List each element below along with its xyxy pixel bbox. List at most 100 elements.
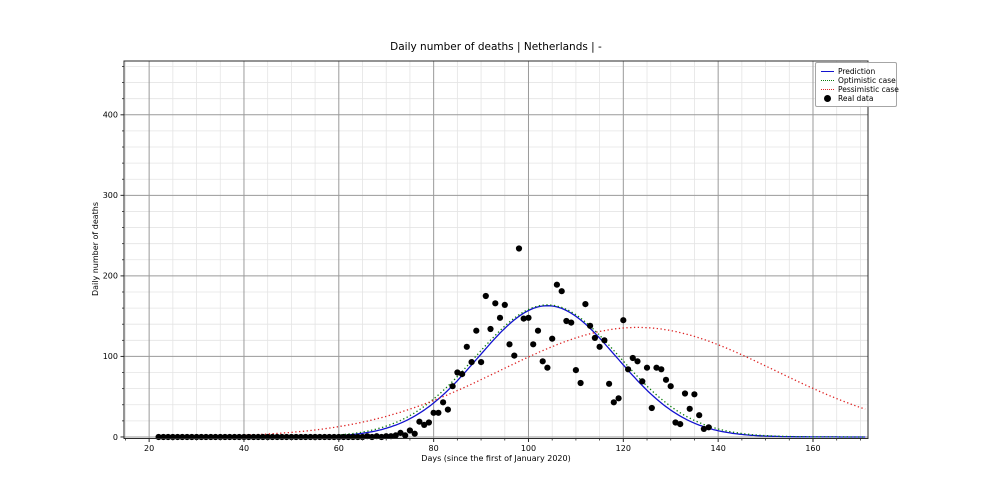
data-point (454, 369, 461, 376)
data-point (402, 432, 409, 439)
data-point (700, 425, 708, 432)
data-point (544, 364, 551, 371)
y-axis-label: Daily number of deaths (91, 201, 100, 297)
data-point (696, 412, 703, 419)
data-point (558, 288, 565, 295)
data-point (662, 376, 670, 383)
data-point (648, 404, 655, 412)
legend-item-real-data: Real data (821, 94, 892, 103)
grid-major (124, 61, 868, 439)
data-point (691, 391, 698, 398)
legend-item-prediction: Prediction (821, 67, 892, 76)
grid-minor (124, 61, 868, 439)
data-point (620, 317, 627, 324)
x-tick-label: 20 (144, 444, 154, 453)
data-point (473, 327, 480, 334)
legend-marker-line (821, 71, 834, 72)
data-point (397, 429, 404, 436)
data-point (601, 337, 608, 344)
x-tick-label: 60 (334, 444, 344, 453)
data-point (468, 359, 475, 366)
data-point (681, 390, 689, 397)
pessimistic-case-line (158, 326, 866, 438)
data-point (653, 364, 660, 371)
x-tick-label: 120 (616, 444, 631, 453)
data-point (525, 314, 532, 321)
x-axis-label: Days (since the first of January 2020) (421, 454, 571, 463)
y-tick-label: 200 (103, 272, 118, 281)
data-point (572, 367, 580, 374)
data-point (568, 319, 575, 326)
data-point (440, 399, 447, 406)
data-point (534, 327, 542, 334)
data-point (496, 314, 504, 321)
data-point (520, 315, 527, 322)
data-point (677, 421, 684, 428)
data-point (425, 419, 432, 426)
data-point (478, 359, 485, 366)
data-point (492, 300, 499, 307)
data-point (411, 430, 418, 437)
legend-label: Optimistic case (838, 76, 896, 85)
data-point (672, 419, 679, 426)
legend-label: Prediction (838, 67, 876, 76)
real-data-dot-icon (824, 95, 831, 102)
data-point (530, 341, 537, 348)
data-point (387, 433, 395, 440)
data-point (629, 354, 636, 362)
data-point (482, 292, 489, 300)
prediction-line (158, 305, 866, 438)
data-point (406, 427, 413, 434)
data-point (444, 406, 451, 413)
legend-marker-line (821, 80, 834, 81)
x-tick-label: 80 (429, 444, 439, 453)
data-point (591, 334, 599, 341)
y-tick-label: 400 (103, 111, 118, 120)
data-point (582, 301, 589, 308)
data-point (506, 341, 513, 348)
legend-label: Pessimistic case (838, 85, 899, 94)
data-point (364, 433, 371, 440)
data-point (577, 379, 584, 387)
data-point (705, 424, 712, 431)
legend-item-pessimistic-case: Pessimistic case (821, 85, 899, 94)
data-point (459, 371, 466, 378)
legend-label: Real data (838, 94, 874, 103)
optimistic-case-line (158, 304, 866, 438)
data-point (639, 378, 646, 385)
data-point (610, 399, 617, 406)
data-point (686, 405, 693, 412)
data-point (373, 433, 380, 440)
x-tick-label: 100 (521, 444, 536, 453)
legend-marker-line (821, 89, 834, 90)
data-point (606, 380, 613, 387)
data-point (435, 409, 442, 416)
data-point (501, 301, 508, 308)
data-point (430, 409, 437, 416)
y-axis-ticks: 0 100 200 300 400 (103, 66, 124, 442)
data-point (449, 383, 456, 390)
data-point (553, 281, 561, 288)
x-tick-label: 140 (711, 444, 726, 453)
x-tick-label: 40 (239, 444, 249, 453)
y-tick-label: 300 (103, 191, 118, 200)
plot-border (123, 60, 869, 439)
data-point (539, 358, 546, 365)
data-point (511, 352, 518, 359)
legend: Prediction Optimistic case Pessimistic cas… (815, 62, 899, 107)
chart-title: Daily number of deaths | Netherlands | - (390, 41, 602, 53)
data-point (658, 366, 665, 373)
data-point (383, 433, 390, 440)
legend-marker-dot (821, 95, 834, 102)
data-point (463, 343, 470, 350)
data-point (667, 383, 674, 390)
data-point (563, 317, 570, 325)
data-point (643, 364, 651, 371)
data-point (487, 325, 494, 333)
data-point (392, 432, 399, 439)
data-point (615, 395, 622, 402)
data-point (587, 322, 594, 329)
